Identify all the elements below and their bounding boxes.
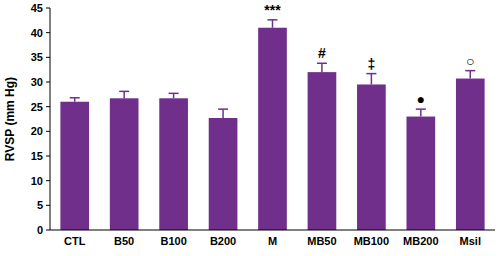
annotation: # — [318, 45, 326, 61]
bar — [159, 98, 188, 230]
error-line — [371, 74, 373, 85]
y-tick — [46, 106, 50, 107]
error-line — [470, 71, 472, 79]
x-tick-label: MB200 — [403, 235, 438, 247]
error-cap — [366, 73, 376, 75]
y-tick — [46, 32, 50, 33]
error-cap — [218, 108, 228, 110]
error-bar — [366, 74, 376, 85]
bar — [308, 72, 337, 230]
y-tick — [46, 180, 50, 181]
annotation: ● — [417, 91, 425, 107]
error-cap — [465, 70, 475, 72]
y-tick-label: 30 — [31, 76, 43, 88]
error-cap — [268, 19, 278, 21]
x-tick-label: CTL — [64, 235, 86, 247]
y-tick-label: 45 — [31, 2, 43, 14]
y-tick — [46, 230, 50, 231]
y-axis — [50, 8, 51, 230]
bar — [60, 102, 89, 230]
x-tick-label: B200 — [210, 235, 236, 247]
x-tick-label: Msil — [460, 235, 481, 247]
x-tick-label: MB50 — [307, 235, 336, 247]
y-axis-label: RVSP (mm Hg) — [3, 77, 17, 161]
y-tick — [46, 82, 50, 83]
y-tick — [46, 205, 50, 206]
error-cap — [169, 93, 179, 95]
y-tick-label: 5 — [37, 199, 43, 211]
y-tick-label: 15 — [31, 150, 43, 162]
y-tick-label: 35 — [31, 51, 43, 63]
error-line — [123, 91, 125, 98]
annotation: ‡ — [367, 56, 375, 72]
x-tick-label: MB100 — [354, 235, 389, 247]
error-bar — [218, 109, 228, 118]
error-cap — [70, 97, 80, 99]
error-bar — [317, 63, 327, 72]
error-bar — [70, 98, 80, 102]
y-tick — [46, 156, 50, 157]
error-line — [420, 109, 422, 116]
error-bar — [169, 93, 179, 98]
bar — [110, 98, 139, 230]
bar — [209, 118, 238, 230]
bar — [258, 28, 287, 230]
error-cap — [317, 63, 327, 65]
error-bar — [416, 109, 426, 116]
error-cap — [416, 108, 426, 110]
annotation: *** — [264, 2, 281, 18]
bar — [357, 84, 386, 230]
bar — [406, 117, 435, 230]
error-bar — [465, 71, 475, 79]
error-line — [321, 63, 323, 72]
y-tick-label: 0 — [37, 224, 43, 236]
x-tick-label: B100 — [160, 235, 186, 247]
x-axis — [50, 230, 495, 231]
bar — [456, 79, 485, 230]
y-tick-label: 20 — [31, 125, 43, 137]
y-tick — [46, 8, 50, 9]
y-tick — [46, 131, 50, 132]
error-line — [272, 20, 274, 28]
plot-area — [60, 20, 484, 230]
y-tick — [46, 57, 50, 58]
x-tick-label: M — [268, 235, 277, 247]
y-tick-label: 10 — [31, 175, 43, 187]
annotation: ○ — [466, 53, 474, 69]
y-tick-label: 40 — [31, 27, 43, 39]
x-tick-label: B50 — [114, 235, 134, 247]
chart: *** # ‡ ● ○ 0 5 10 15 20 25 30 35 40 45 CTL B50 B100 B200 M… — [0, 0, 500, 256]
error-line — [222, 109, 224, 118]
y-tick-label: 25 — [31, 101, 43, 113]
error-cap — [119, 91, 129, 93]
error-bar — [119, 91, 129, 98]
error-bar — [268, 20, 278, 28]
